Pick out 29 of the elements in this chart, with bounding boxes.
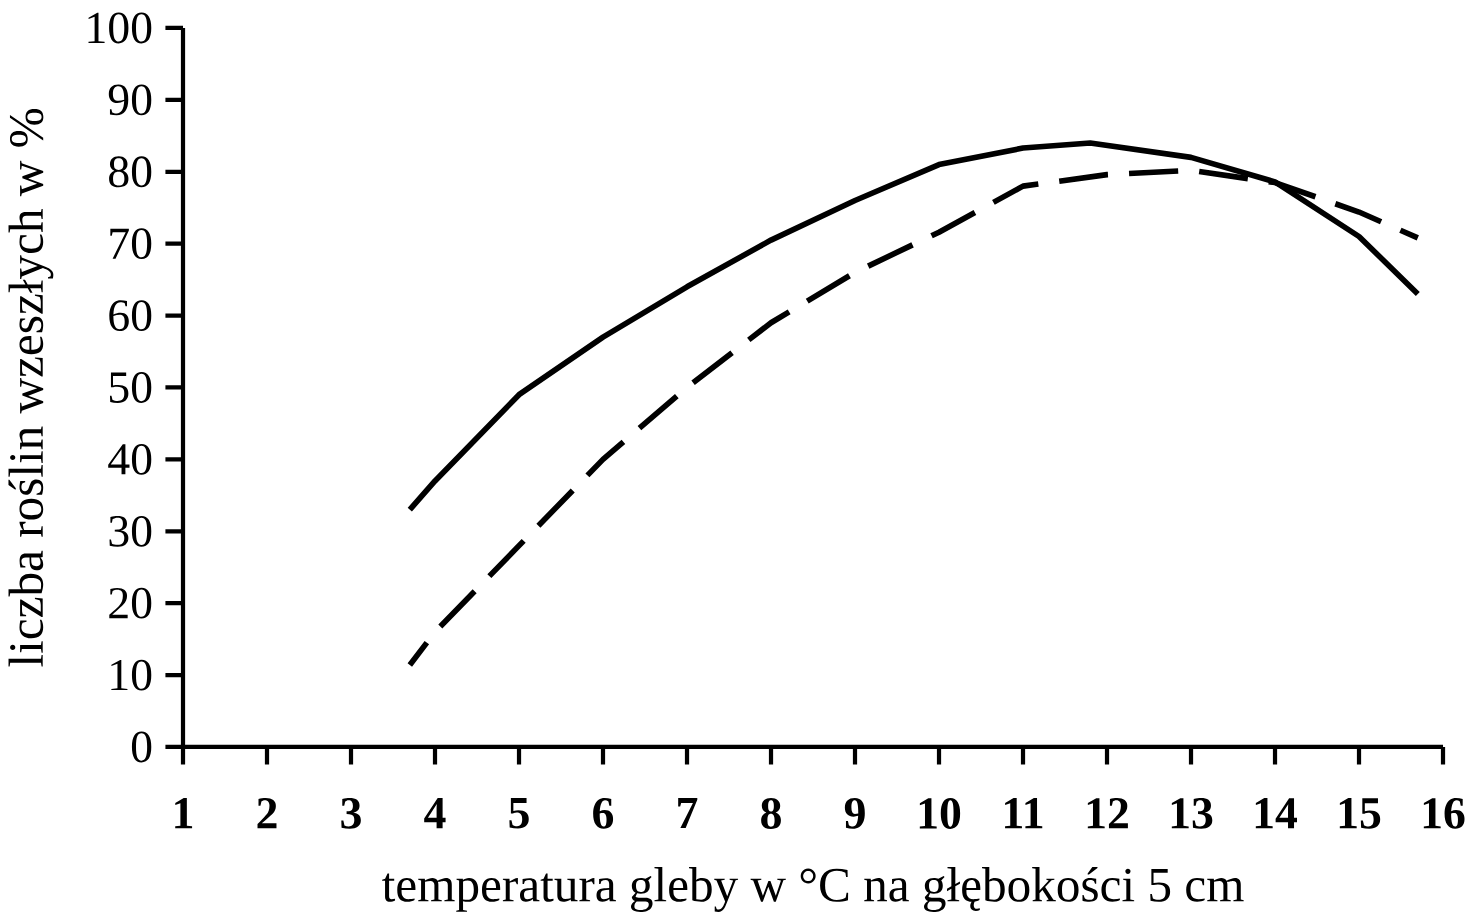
y-tick-label: 90 <box>108 84 152 116</box>
y-tick-label: 70 <box>110 228 152 260</box>
y-tick-label: 60 <box>109 300 152 331</box>
x-tick-label: 7 <box>678 798 698 828</box>
x-axis-title: temperatura gleby w °C na głębokości 5 cm <box>382 867 1244 912</box>
y-tick-label: 80 <box>109 156 152 188</box>
x-tick-label: 5 <box>509 798 529 829</box>
x-tick-label: 12 <box>1087 798 1128 829</box>
y-tick-label: 10 <box>111 659 152 691</box>
x-tick-label: 4 <box>424 798 446 829</box>
x-tick-label: 2 <box>257 798 277 829</box>
x-tick-label: 11 <box>1005 798 1043 829</box>
x-tick-label: 9 <box>844 798 865 829</box>
x-tick-label: 14 <box>1255 798 1298 829</box>
x-tick-label: 13 <box>1171 798 1213 829</box>
y-tick-label: 30 <box>109 515 152 547</box>
x-tick-label: 16 <box>1423 798 1465 829</box>
x-tick-label: 3 <box>341 798 361 829</box>
x-tick-label: 8 <box>761 798 781 829</box>
y-tick-label: 100 <box>88 12 152 44</box>
y-tick-label: 0 <box>131 731 152 763</box>
y-tick-label: 40 <box>108 443 152 475</box>
y-tick-label: 20 <box>109 587 152 619</box>
y-tick-label: 50 <box>109 372 152 403</box>
x-tick-label: 1 <box>175 798 193 829</box>
x-tick-label: 10 <box>919 798 961 829</box>
x-tick-label: 6 <box>593 798 614 829</box>
x-tick-label: 15 <box>1339 798 1381 829</box>
y-axis-title: liczba roślin wzeszłych w % <box>8 109 54 667</box>
